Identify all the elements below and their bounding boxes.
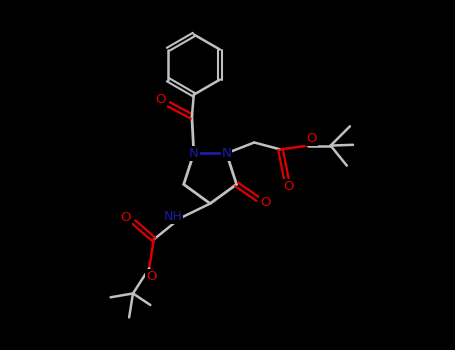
Text: O: O	[146, 270, 157, 284]
Text: N: N	[189, 147, 199, 160]
Text: N: N	[222, 147, 231, 160]
Text: O: O	[306, 132, 317, 145]
Text: O: O	[260, 196, 271, 209]
Text: O: O	[283, 180, 293, 193]
Text: O: O	[120, 211, 131, 224]
Text: O: O	[155, 93, 166, 106]
Text: NH: NH	[164, 210, 182, 223]
